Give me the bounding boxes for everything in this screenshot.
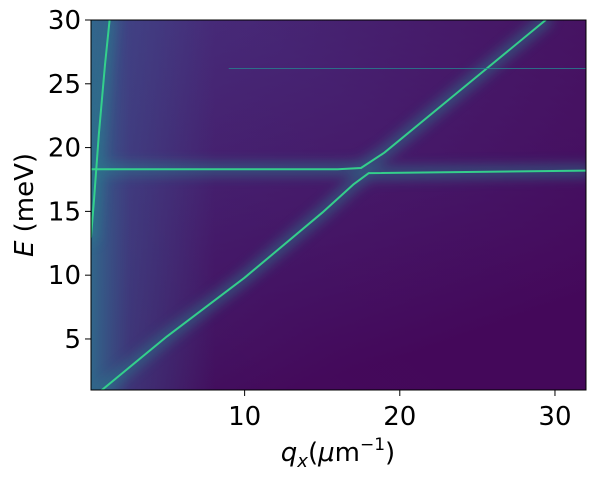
x-label-unit-mu: μ [317, 438, 335, 468]
x-label-unit-open: ( [308, 438, 318, 468]
x-label-unit-close: ) [385, 438, 395, 468]
x-axis-ticks: 10 20 30 [228, 390, 571, 432]
x-label-subscript: x [296, 451, 308, 472]
y-tick-label-20: 20 [48, 134, 81, 164]
y-tick-label-10: 10 [48, 261, 81, 291]
y-tick-label-30: 30 [48, 6, 81, 36]
y-label-symbol: E [10, 240, 40, 257]
y-label-unit: (meV) [10, 153, 40, 241]
plot-area [91, 20, 586, 390]
x-label-unit-m: m [335, 438, 360, 468]
y-axis-label: E (meV) [10, 153, 40, 257]
y-tick-label-5: 5 [64, 325, 81, 355]
y-tick-label-15: 15 [48, 197, 81, 227]
y-tick-label-25: 25 [48, 70, 81, 100]
x-axis-label: qx(μm−1) [281, 435, 395, 472]
x-tick-label-30: 30 [538, 402, 571, 432]
x-tick-label-10: 10 [228, 402, 261, 432]
y-axis-ticks: 5 10 15 20 25 30 [48, 6, 91, 355]
x-tick-label-20: 20 [383, 402, 416, 432]
x-label-symbol: q [281, 438, 298, 468]
x-label-unit-exp: −1 [360, 435, 385, 455]
